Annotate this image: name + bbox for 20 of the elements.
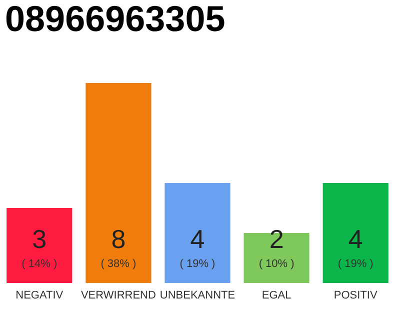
data-label: 2 <box>269 224 284 254</box>
annotation: ( 10% ) <box>258 258 294 270</box>
annotation: ( 38% ) <box>100 258 136 270</box>
data-label: 4 <box>348 224 363 254</box>
bar <box>86 83 152 283</box>
bar <box>322 183 388 283</box>
annotation: ( 14% ) <box>22 258 58 270</box>
bar <box>6 208 72 283</box>
chart-title: 08966963305 <box>5 0 226 39</box>
annotation: ( 19% ) <box>338 258 374 270</box>
data-label: 4 <box>190 224 205 254</box>
annotation: ( 19% ) <box>180 258 216 270</box>
bar <box>164 183 230 283</box>
x-tick-label: EGAL <box>262 290 292 302</box>
x-tick-label: UNBEKANNTE <box>160 290 236 302</box>
data-label: 8 <box>111 224 126 254</box>
data-label: 3 <box>32 224 47 254</box>
x-tick-label: NEGATIV <box>16 290 64 302</box>
x-tick-label: POSITIV <box>334 290 378 302</box>
x-tick-label: VERWIRREND <box>80 290 156 302</box>
